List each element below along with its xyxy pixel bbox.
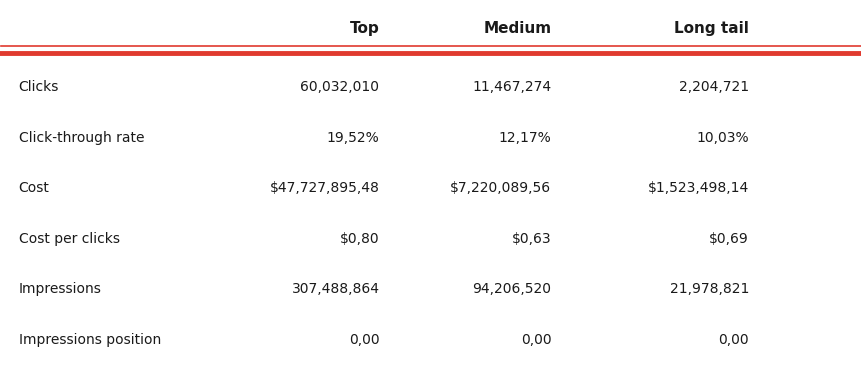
Text: Impressions position: Impressions position <box>19 333 161 346</box>
Text: 10,03%: 10,03% <box>696 131 748 145</box>
Text: Medium: Medium <box>483 21 551 36</box>
Text: Cost per clicks: Cost per clicks <box>19 232 120 246</box>
Text: $0,63: $0,63 <box>511 232 551 246</box>
Text: 0,00: 0,00 <box>520 333 551 346</box>
Text: 19,52%: 19,52% <box>326 131 379 145</box>
Text: $0,80: $0,80 <box>339 232 379 246</box>
Text: Top: Top <box>350 21 379 36</box>
Text: $7,220,089,56: $7,220,089,56 <box>449 181 551 195</box>
Text: 0,00: 0,00 <box>349 333 379 346</box>
Text: 60,032,010: 60,032,010 <box>300 80 379 94</box>
Text: 94,206,520: 94,206,520 <box>472 282 551 296</box>
Text: Click-through rate: Click-through rate <box>19 131 144 145</box>
Text: 12,17%: 12,17% <box>498 131 551 145</box>
Text: 307,488,864: 307,488,864 <box>291 282 379 296</box>
Text: $47,727,895,48: $47,727,895,48 <box>269 181 379 195</box>
Text: 0,00: 0,00 <box>717 333 748 346</box>
Text: 21,978,821: 21,978,821 <box>669 282 748 296</box>
Text: Cost: Cost <box>19 181 49 195</box>
Text: 11,467,274: 11,467,274 <box>472 80 551 94</box>
Text: Long tail: Long tail <box>673 21 748 36</box>
Text: $0,69: $0,69 <box>709 232 748 246</box>
Text: $1,523,498,14: $1,523,498,14 <box>647 181 748 195</box>
Text: 2,204,721: 2,204,721 <box>678 80 748 94</box>
Text: Clicks: Clicks <box>19 80 59 94</box>
Text: Impressions: Impressions <box>19 282 102 296</box>
